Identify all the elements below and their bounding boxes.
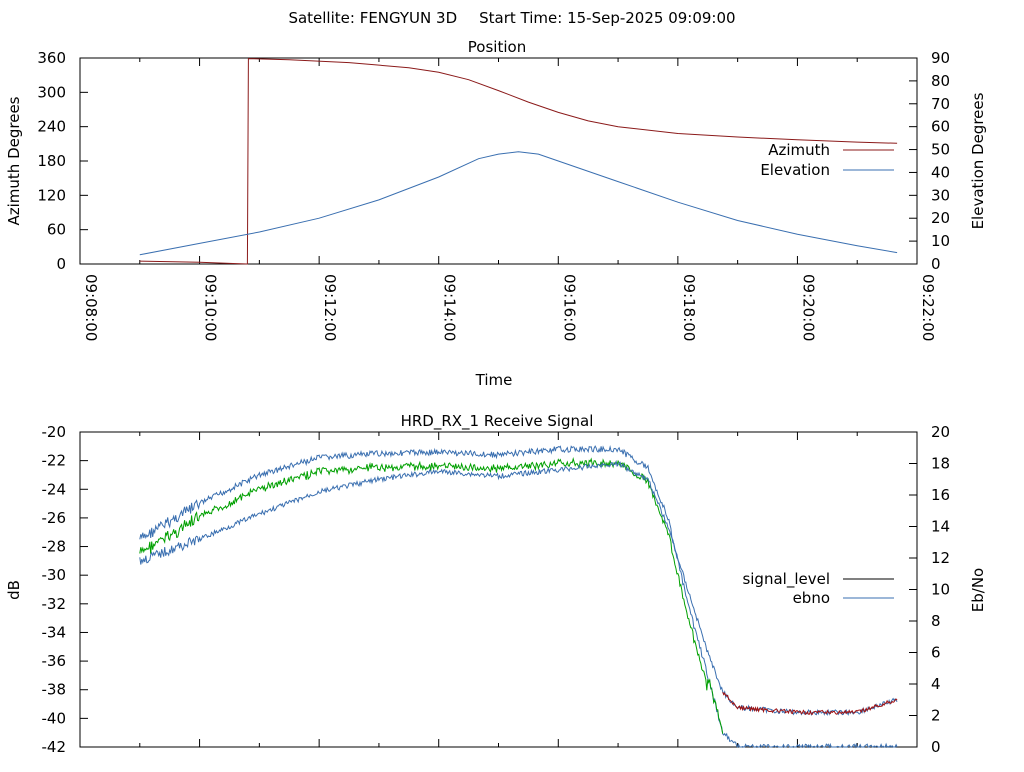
signal-ytick-label: -22 bbox=[42, 452, 67, 470]
position-xtick-label: 09:14:00 bbox=[441, 274, 459, 341]
signal-y2tick-label: 16 bbox=[931, 486, 950, 504]
signal-ytick-label: -36 bbox=[42, 652, 67, 670]
signal-level-series-line bbox=[140, 446, 897, 747]
signal-ytick-label: -20 bbox=[42, 423, 67, 441]
position-y2tick-label: 20 bbox=[931, 209, 950, 227]
position-y2tick-label: 50 bbox=[931, 141, 950, 159]
position-chart-title: Position bbox=[468, 38, 526, 56]
position-y2tick-label: 30 bbox=[931, 186, 950, 204]
position-ytick-label: 120 bbox=[37, 186, 66, 204]
position-y2tick-label: 80 bbox=[931, 72, 950, 90]
signal-y2tick-label: 14 bbox=[931, 518, 950, 536]
signal-ytick-label: -42 bbox=[42, 738, 67, 756]
signal-y2tick-label: 6 bbox=[931, 644, 941, 662]
position-xtick-label: 09:10:00 bbox=[202, 274, 220, 341]
position-y2tick-label: 90 bbox=[931, 49, 950, 67]
position-xtick-label: 09:08:00 bbox=[82, 274, 100, 341]
signal-y2tick-label: 10 bbox=[931, 581, 950, 599]
azimuth-legend-label: Azimuth bbox=[768, 141, 830, 159]
position-xtick-label: 09:20:00 bbox=[799, 274, 817, 341]
signal-chart-y2label: Eb/No bbox=[969, 568, 987, 612]
position-y2tick-label: 40 bbox=[931, 163, 950, 181]
position-ytick-label: 0 bbox=[56, 255, 66, 273]
position-chart-xlabel: Time bbox=[475, 371, 513, 389]
signal-ytick-label: -34 bbox=[42, 623, 67, 641]
position-y2tick-label: 10 bbox=[931, 232, 950, 250]
position-xtick-label: 09:16:00 bbox=[560, 274, 578, 341]
elevation-legend-label: Elevation bbox=[760, 161, 830, 179]
signal-ytick-label: -32 bbox=[42, 595, 67, 613]
satellite-label: Satellite: FENGYUN 3D bbox=[288, 9, 457, 27]
signal-y2tick-label: 20 bbox=[931, 423, 950, 441]
signal-ytick-label: -26 bbox=[42, 509, 67, 527]
signal-chart-title: HRD_RX_1 Receive Signal bbox=[401, 412, 594, 431]
position-chart-ylabel: Azimuth Degrees bbox=[5, 96, 23, 225]
start-time-label: Start Time: 15-Sep-2025 09:09:00 bbox=[479, 9, 735, 27]
position-ytick-label: 240 bbox=[37, 118, 66, 136]
signal-ytick-label: -40 bbox=[42, 709, 67, 727]
signal-y2tick-label: 18 bbox=[931, 455, 950, 473]
signal-y2tick-label: 8 bbox=[931, 612, 941, 630]
position-ytick-label: 300 bbox=[37, 83, 66, 101]
signal-ytick-label: -30 bbox=[42, 566, 67, 584]
signal-ytick-label: -38 bbox=[42, 681, 67, 699]
ebno-series-line bbox=[140, 462, 897, 715]
position-ytick-label: 60 bbox=[47, 221, 66, 239]
signal-y2tick-label: 0 bbox=[931, 738, 941, 756]
ebno-legend-label: ebno bbox=[793, 589, 830, 607]
position-xtick-label: 09:18:00 bbox=[680, 274, 698, 341]
position-y2tick-label: 0 bbox=[931, 255, 941, 273]
position-xtick-label: 09:22:00 bbox=[919, 274, 937, 341]
position-xtick-label: 09:12:00 bbox=[321, 274, 339, 341]
position-plot: 0 60 120 180 240 300 360 0 10 20 30 40 50 60 70 80 90 09:… bbox=[37, 49, 950, 341]
signal-y2tick-label: 2 bbox=[931, 707, 941, 725]
position-y2tick-label: 70 bbox=[931, 95, 950, 113]
signal-ytick-label: -28 bbox=[42, 538, 67, 556]
header-text: Satellite: FENGYUN 3D Start Time: 15-Sep-… bbox=[288, 9, 735, 27]
signal-y2tick-label: 4 bbox=[931, 675, 941, 693]
signal-ytick-label: -24 bbox=[42, 480, 67, 498]
signal-chart-ylabel: dB bbox=[5, 580, 23, 600]
position-y2tick-label: 60 bbox=[931, 118, 950, 136]
position-ytick-label: 360 bbox=[37, 49, 66, 67]
signal-level-companion-trace bbox=[140, 459, 723, 734]
position-ytick-label: 180 bbox=[37, 152, 66, 170]
position-chart-y2label: Elevation Degrees bbox=[969, 92, 987, 229]
signal-y2tick-label: 12 bbox=[931, 549, 950, 567]
signal-plot: -42 -40 -38 -36 -34 -32 -30 -28 -26 -24 -22 -20 0 2 4 6… bbox=[42, 423, 951, 756]
signal-level-legend-label: signal_level bbox=[742, 570, 830, 589]
